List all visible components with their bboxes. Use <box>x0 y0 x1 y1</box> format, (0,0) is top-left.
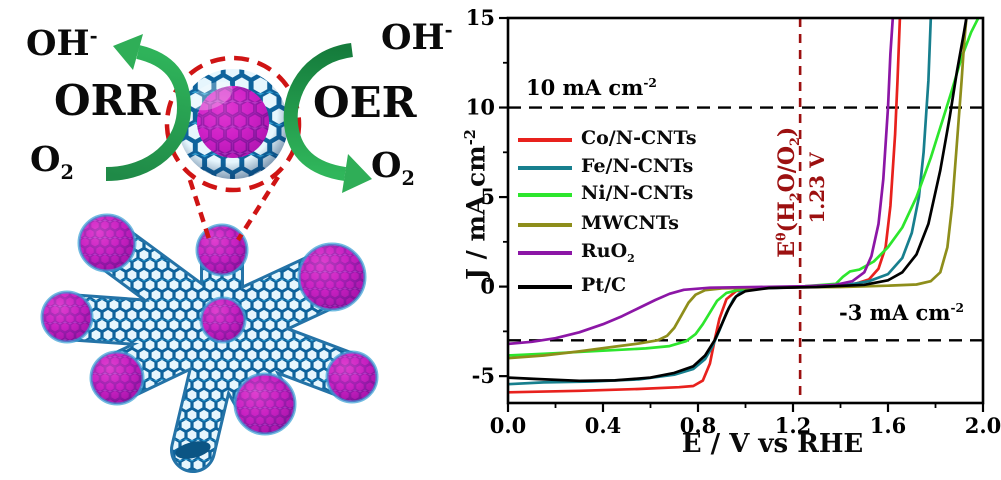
oer-label: OER <box>313 78 417 127</box>
legend-swatch <box>518 138 572 142</box>
y-tick-label: 15 <box>466 5 495 30</box>
x-tick-label: 0.8 <box>680 413 717 438</box>
open-tube-end <box>175 441 211 459</box>
oxygen-label-left: O2 <box>30 139 74 184</box>
x-tick-label: 0.4 <box>585 413 622 438</box>
legend-swatch <box>518 193 572 197</box>
legend-swatch <box>518 285 572 289</box>
x-tick-label: 2.0 <box>965 413 1001 438</box>
x-tick-label: 1.6 <box>870 413 907 438</box>
lsv-chart: 0.0 0.4 0.8 1.2 1.6 2.0 15 10 5 0 -5 <box>466 5 1001 438</box>
y-tick-label: 5 <box>480 184 495 209</box>
legend-item: Fe/N-CNTs <box>518 156 693 180</box>
hydroxide-label-left: OH- <box>26 23 98 64</box>
callout-dashed-circle <box>164 55 302 193</box>
axis-ticks: 0.0 0.4 0.8 1.2 1.6 2.0 15 10 5 0 -5 <box>466 5 1001 438</box>
legend-item: RuO2 <box>518 241 635 265</box>
y-tick-label: 0 <box>480 274 495 299</box>
orr-label: ORR <box>54 76 161 125</box>
x-tick-label: 0.0 <box>490 413 527 438</box>
x-axis-title: E / V vs RHE <box>681 429 864 459</box>
hydroxide-label-right: OH- <box>381 17 453 58</box>
magnifier-callout <box>164 55 302 243</box>
hline-10-label: 10 mA cm-2 <box>526 75 657 100</box>
nanotube-cluster-illustration <box>40 34 379 473</box>
legend-item: MWCNTs <box>518 213 679 237</box>
orr-arrow-icon <box>105 34 192 181</box>
oer-arrow-icon <box>283 43 372 193</box>
y-axis-title: J / mA cm-2 <box>461 129 491 280</box>
curve-RuO2 <box>508 18 895 346</box>
legend-swatch <box>518 223 572 227</box>
equilibrium-potential-label: Eθ(H2O/O2) <box>773 126 804 258</box>
legend-item: Ni/N-CNTs <box>518 183 693 207</box>
curves <box>508 18 980 394</box>
lsv-chart-panel: 0.0 0.4 0.8 1.2 1.6 2.0 15 10 5 0 -5 10 mA cm-2 -3… <box>460 0 1001 476</box>
y-tick-label: 10 <box>466 95 495 120</box>
hline-neg3-label: -3 mA cm-2 <box>839 300 965 325</box>
catalyst-schematic-panel: OH- ORR O2 OH- OER O2 <box>0 0 460 476</box>
oxygen-label-right: O2 <box>371 145 415 190</box>
legend-item: Pt/C <box>518 275 626 299</box>
x-tick-label: 1.2 <box>775 413 812 438</box>
legend-swatch <box>518 166 572 170</box>
y-tick-label: -5 <box>472 363 495 388</box>
curve-Pt/C <box>508 18 968 383</box>
catalyst-sphere-zoom <box>178 69 288 179</box>
voltage-label: 1.23 V <box>805 152 829 224</box>
legend-swatch <box>518 251 572 255</box>
legend-item: Co/N-CNTs <box>518 128 697 152</box>
